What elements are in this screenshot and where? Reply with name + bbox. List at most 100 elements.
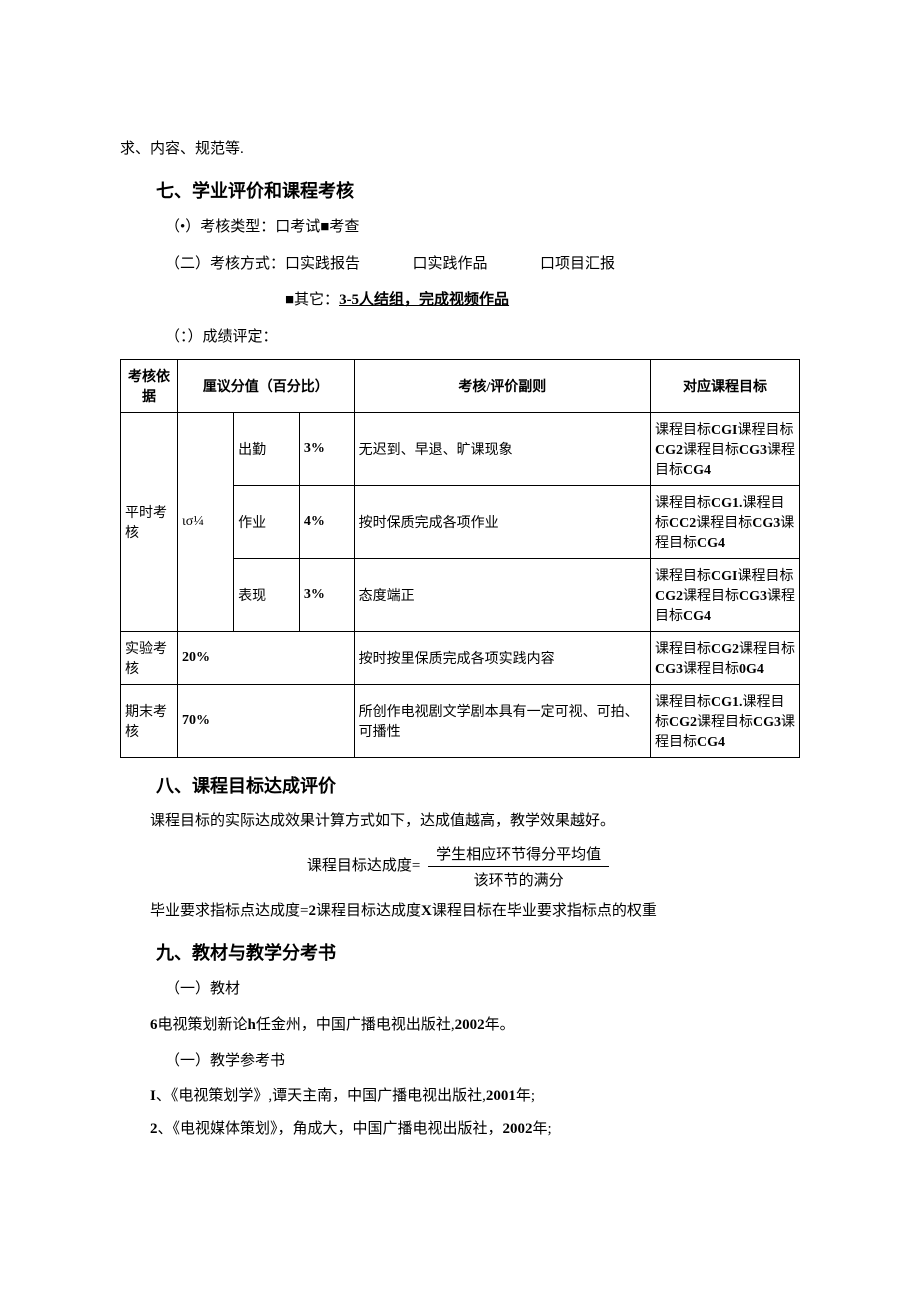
text-bold: 6 bbox=[150, 1017, 158, 1033]
formula-lhs: 课程目标达成度= bbox=[307, 858, 420, 874]
goal-code: CG2 bbox=[711, 642, 739, 657]
text-bold: 2 bbox=[150, 1121, 158, 1137]
text: 年; bbox=[516, 1088, 535, 1104]
refbook-entry-2: 2、《电视媒体策划》，角成大，中国广播电视出版社，2002年; bbox=[120, 1116, 800, 1143]
goal-code: CG1. bbox=[711, 496, 743, 511]
text: 课程目标达成度 bbox=[316, 903, 421, 919]
cell-rule-4: 按时按里保质完成各项实践内容 bbox=[354, 632, 650, 685]
table-header-row: 考核依据 厘议分值（百分比） 考核/评价副则 对应课程目标 bbox=[121, 360, 800, 413]
goal-text: 课程目标 bbox=[696, 516, 752, 531]
goal-code: CC2 bbox=[669, 516, 696, 531]
goal-text: 课程目标 bbox=[697, 715, 753, 730]
goal-text: 课程目标 bbox=[655, 423, 711, 438]
text: 课程目标在毕业要求指标点的权重 bbox=[432, 903, 657, 919]
goal-text: 课程目标 bbox=[655, 695, 711, 710]
cell-rule-5: 所创作电视剧文学剧本具有一定可视、可拍、可播性 bbox=[354, 685, 650, 758]
exam-method-line: （二）考核方式：口实践报告 口实践作品 口项目汇报 bbox=[120, 250, 800, 279]
goal-code: CG3 bbox=[753, 715, 781, 730]
cell-rule-3: 态度端正 bbox=[354, 559, 650, 632]
grade-label: （：）成绩评定： bbox=[120, 323, 800, 352]
goal-code: CG3 bbox=[752, 516, 780, 531]
formula-denominator: 该环节的满分 bbox=[428, 867, 609, 890]
text: 电视策划新论 bbox=[158, 1017, 248, 1033]
th-goal: 对应课程目标 bbox=[651, 360, 800, 413]
text: 年; bbox=[533, 1121, 552, 1137]
section-8-line2: 毕业要求指标点达成度=2课程目标达成度X课程目标在毕业要求指标点的权重 bbox=[120, 898, 800, 925]
goal-code: CG4 bbox=[697, 536, 725, 551]
goal-text: 课程目标 bbox=[737, 423, 793, 438]
cell-item-2: 作业 bbox=[234, 486, 300, 559]
top-line: 求、内容、规范等. bbox=[120, 136, 800, 163]
goal-text: 课程目标 bbox=[683, 443, 739, 458]
section-7-title: 七、学业评价和课程考核 bbox=[120, 177, 800, 203]
goal-text: 课程目标 bbox=[655, 642, 711, 657]
goal-code: CG1. bbox=[711, 695, 743, 710]
exam-type-line: （•）考核类型：口考试■考查 bbox=[120, 213, 800, 242]
goal-text: 课程目标 bbox=[683, 589, 739, 604]
text: 、《电视策划学》,谭天主南，中国广播电视出版社, bbox=[156, 1088, 486, 1104]
cell-sub-1: ισ¼ bbox=[178, 413, 234, 632]
cell-item-3: 表现 bbox=[234, 559, 300, 632]
text: 年。 bbox=[485, 1017, 515, 1033]
th-basis: 考核依据 bbox=[121, 360, 178, 413]
table-row: 实验考核 20% 按时按里保质完成各项实践内容 课程目标CG2课程目标CG3课程… bbox=[121, 632, 800, 685]
goal-code: CG4 bbox=[697, 735, 725, 750]
goal-code: CG3 bbox=[739, 443, 767, 458]
exam-method-opt2: 口实践作品 bbox=[413, 256, 488, 272]
goal-text: 课程目标 bbox=[655, 569, 711, 584]
text-bold: 2001 bbox=[486, 1088, 516, 1104]
cell-basis-4: 实验考核 bbox=[121, 632, 178, 685]
text-bold: 2002 bbox=[503, 1121, 533, 1137]
textbook-heading: （一）教材 bbox=[120, 975, 800, 1004]
refbook-heading: （一）教学参考书 bbox=[120, 1047, 800, 1076]
table-row: 平时考核 ισ¼ 出勤 3% 无迟到、早退、旷课现象 课程目标CGI课程目标CG… bbox=[121, 413, 800, 486]
section-9-title: 九、教材与教学分考书 bbox=[120, 939, 800, 965]
cell-rule-1: 无迟到、早退、旷课现象 bbox=[354, 413, 650, 486]
text: 、《电视媒体策划》，角成大，中国广播电视出版社， bbox=[158, 1121, 503, 1137]
cell-goal-2: 课程目标CG1.课程目标CC2课程目标CG3课程目标CG4 bbox=[651, 486, 800, 559]
goal-code: CG2 bbox=[669, 715, 697, 730]
goal-code: CG3 bbox=[655, 662, 683, 677]
exam-other-line: ■其它：3-5人结组，完成视频作品 bbox=[120, 286, 800, 315]
exam-method-opt3: 口项目汇报 bbox=[540, 256, 615, 272]
text: 任金州，中国广播电视出版社, bbox=[256, 1017, 455, 1033]
goal-code: CG3 bbox=[739, 589, 767, 604]
goal-code: CG2 bbox=[655, 589, 683, 604]
text-bold: X bbox=[421, 903, 432, 919]
cell-item-1: 出勤 bbox=[234, 413, 300, 486]
table-row: 期末考核 70% 所创作电视剧文学剧本具有一定可视、可拍、可播性 课程目标CG1… bbox=[121, 685, 800, 758]
cell-pct-4: 20% bbox=[178, 632, 355, 685]
goal-text: 课程目标 bbox=[737, 569, 793, 584]
formula-line: 课程目标达成度= 学生相应环节得分平均值 该环节的满分 bbox=[120, 843, 800, 890]
cell-goal-1: 课程目标CGI课程目标CG2课程目标CG3课程目标CG4 bbox=[651, 413, 800, 486]
text-bold: 2002 bbox=[455, 1017, 485, 1033]
cell-pct-3: 3% bbox=[299, 559, 354, 632]
th-rule: 考核/评价副则 bbox=[354, 360, 650, 413]
goal-code: CGI bbox=[711, 569, 737, 584]
cell-basis-1: 平时考核 bbox=[121, 413, 178, 632]
goal-code: 0G4 bbox=[739, 662, 764, 677]
section-8-title: 八、课程目标达成评价 bbox=[120, 772, 800, 798]
cell-basis-5: 期末考核 bbox=[121, 685, 178, 758]
goal-text: 课程目标 bbox=[655, 496, 711, 511]
textbook-entry: 6电视策划新论h任金州，中国广播电视出版社,2002年。 bbox=[120, 1012, 800, 1039]
exam-method-label: （二）考核方式：口实践报告 bbox=[165, 256, 360, 272]
goal-text: 课程目标 bbox=[683, 662, 739, 677]
cell-goal-5: 课程目标CG1.课程目标CG2课程目标CG3课程目标CG4 bbox=[651, 685, 800, 758]
cell-pct-2: 4% bbox=[299, 486, 354, 559]
formula-fraction: 学生相应环节得分平均值 该环节的满分 bbox=[428, 843, 609, 890]
goal-code: CG4 bbox=[683, 463, 711, 478]
cell-pct-5: 70% bbox=[178, 685, 355, 758]
exam-other-value: 3-5人结组，完成视频作品 bbox=[339, 292, 509, 308]
text-bold: h bbox=[248, 1017, 256, 1033]
document-page: 求、内容、规范等. 七、学业评价和课程考核 （•）考核类型：口考试■考查 （二）… bbox=[0, 0, 920, 1189]
goal-code: CGI bbox=[711, 423, 737, 438]
assessment-table: 考核依据 厘议分值（百分比） 考核/评价副则 对应课程目标 平时考核 ισ¼ 出… bbox=[120, 359, 800, 758]
formula-numerator: 学生相应环节得分平均值 bbox=[428, 843, 609, 867]
goal-text: 课程目标 bbox=[739, 642, 795, 657]
th-score: 厘议分值（百分比） bbox=[178, 360, 355, 413]
text: 毕业要求指标点达成度= bbox=[150, 903, 308, 919]
goal-code: CG2 bbox=[655, 443, 683, 458]
exam-other-label: ■其它： bbox=[285, 292, 339, 308]
goal-code: CG4 bbox=[683, 609, 711, 624]
